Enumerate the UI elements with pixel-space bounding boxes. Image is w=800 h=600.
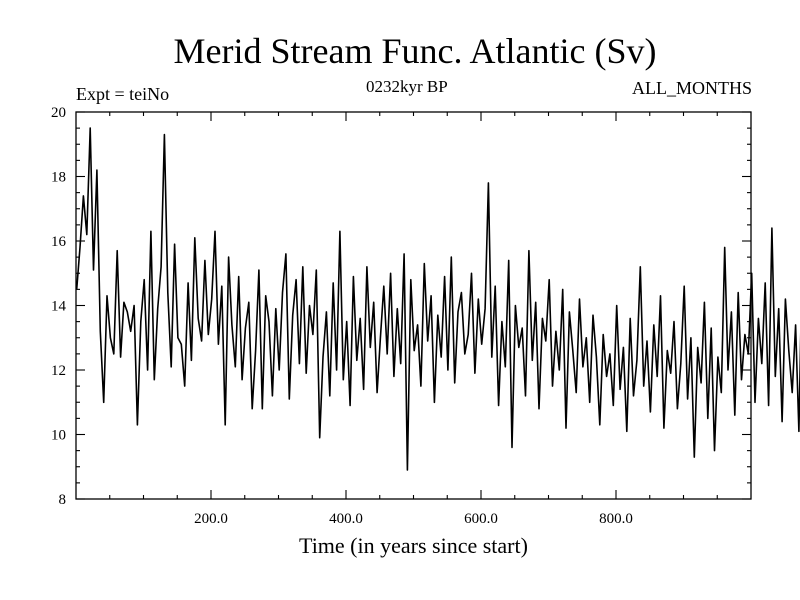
chart-subtitle: 0232kyr BP	[366, 77, 448, 96]
y-tick-label: 12	[51, 363, 66, 379]
y-tick-label: 20	[51, 105, 66, 121]
x-tick-label: 800.0	[599, 511, 633, 527]
x-tick-label: 200.0	[194, 511, 228, 527]
y-tick-label: 18	[51, 170, 66, 186]
y-tick-label: 10	[51, 428, 66, 444]
y-tick-label: 16	[51, 234, 67, 250]
x-tick-label: 600.0	[464, 511, 498, 527]
x-axis-label: Time (in years since start)	[299, 533, 528, 558]
x-tick-label: 400.0	[329, 511, 363, 527]
y-tick-label: 8	[59, 492, 67, 508]
chart-title: Merid Stream Func. Atlantic (Sv)	[173, 31, 657, 71]
experiment-label: Expt = teiNo	[76, 84, 170, 104]
months-label: ALL_MONTHS	[632, 78, 752, 98]
series-line	[75, 127, 800, 471]
y-tick-label: 14	[51, 299, 67, 315]
